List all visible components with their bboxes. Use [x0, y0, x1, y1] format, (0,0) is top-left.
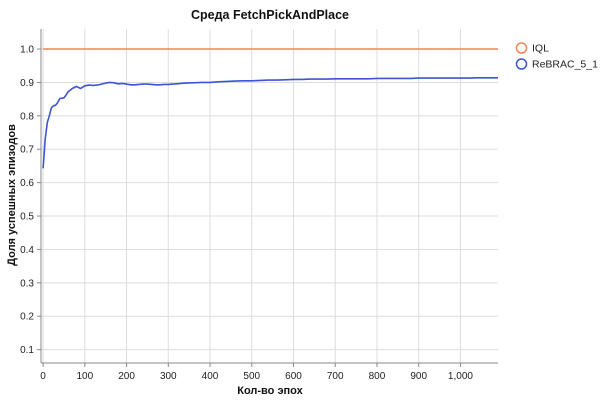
y-tick-label: 1.0 [20, 45, 34, 56]
x-tick-label: 0 [40, 371, 46, 382]
x-tick-label: 900 [410, 371, 427, 382]
y-tick-label: 0.9 [20, 78, 34, 89]
x-tick-label: 500 [243, 371, 260, 382]
y-tick-label: 0.1 [20, 345, 34, 356]
x-axis-title: Кол-во эпох [237, 385, 303, 397]
x-tick-label: 600 [285, 371, 302, 382]
x-tick-label: 800 [369, 371, 386, 382]
y-tick-label: 0.6 [20, 178, 34, 189]
grid [41, 29, 498, 363]
x-tick-label: 300 [160, 371, 177, 382]
x-tick-label: 1,000 [448, 371, 473, 382]
series-line-rebrac-5-1 [42, 77, 498, 169]
y-tick-label: 0.8 [20, 111, 34, 122]
legend-label-iql: IQL [532, 43, 549, 55]
chart-title: Среда FetchPickAndPlace [191, 8, 349, 22]
x-tick-label: 700 [327, 371, 344, 382]
x-tick-label: 200 [118, 371, 135, 382]
y-tick-label: 0.7 [20, 145, 34, 156]
x-tick-label: 100 [76, 371, 93, 382]
y-tick-label: 0.3 [20, 278, 34, 289]
plot-area [42, 48, 498, 169]
y-axis-title: Доля успешных эпизодов [6, 124, 18, 266]
y-tick-label: 0.2 [20, 312, 34, 323]
axes: 0 100 200 300 400 500 600 700 800 900 1,000 0.1 0.2 0… [20, 29, 498, 382]
y-tick-label: 0.5 [20, 212, 34, 223]
legend-symbol-rebrac-5-1 [515, 58, 528, 70]
y-tick-label: 0.4 [20, 245, 34, 256]
x-tick-label: 400 [202, 371, 219, 382]
legend: IQL ReBRAC_5_1 [515, 42, 598, 71]
legend-symbol-iql [515, 42, 528, 54]
legend-label-rebrac-5-1: ReBRAC_5_1 [532, 59, 598, 71]
